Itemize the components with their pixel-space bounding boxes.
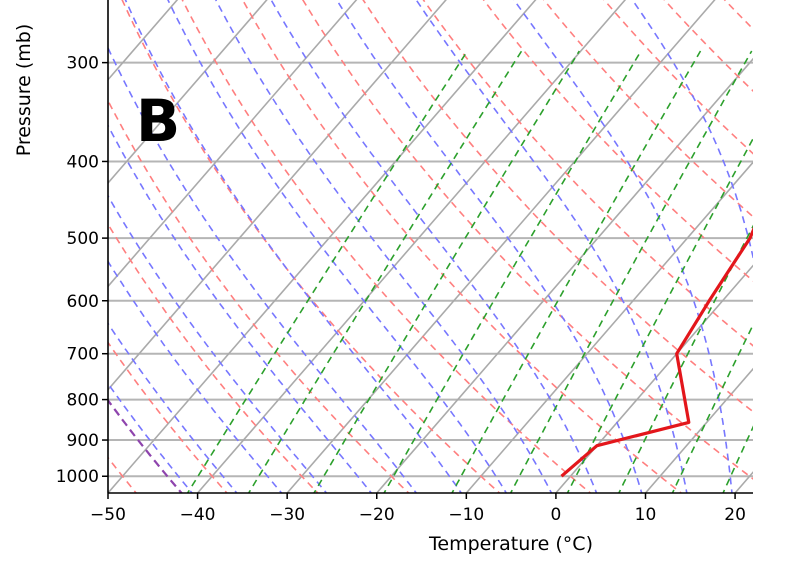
isotherm--40 [196,0,627,493]
moist-adiabat-lines [108,0,791,496]
mixing-ratio-line [768,51,791,496]
moist-adiabat [108,123,373,493]
dry-adiabat [301,0,753,480]
y-tick-label: 700 [67,345,99,365]
moist-adiabat [108,46,418,493]
moist-adiabat [124,0,463,493]
isotherm-0 [555,264,753,493]
y-tick-label: 300 [67,54,99,74]
mixing-ratio-line [383,50,642,493]
x-tick-label: 0 [551,505,562,525]
dry-adiabat [181,0,592,493]
dry-adiabat [713,0,791,496]
y-tick-label: 400 [67,152,99,172]
moist-adiabat [108,322,238,493]
moist-adiabat [631,0,753,261]
isotherm--80 [108,0,268,185]
x-tick-label: −50 [90,505,126,525]
y-tick-label: 600 [67,292,99,312]
moist-adiabat [335,0,643,493]
moist-adiabat [108,194,328,493]
y-tick-label: 1000 [56,467,99,487]
moist-adiabat [720,0,791,496]
x-tick-label: −10 [448,505,484,525]
isotherm--20 [376,57,753,493]
isotherm--70 [108,0,358,288]
dry-adiabat [121,0,501,493]
isotherm--50 [108,0,537,493]
mixing-ratio-line [247,50,523,493]
dry-adiabat [603,0,753,155]
mixing-ratio-line [671,323,753,493]
x-tick-label: −40 [180,505,216,525]
dry-adiabat [362,0,753,413]
y-axis-label: Pressure (mb) [13,24,35,157]
moist-adiabat [108,259,283,493]
isotherm--30 [286,0,716,493]
mixing-ratio-line [509,50,753,493]
dry-adiabat [769,0,791,496]
axes: −50 −40 −30 −20 −10 0 10 20 1000 900 800 700 600 500 4… [56,0,753,525]
moist-adiabat [214,0,553,493]
mixing-ratio-lines [186,50,791,496]
dry-adiabat-lines [108,0,791,496]
moist-adiabat [415,0,688,493]
mixing-ratio-line [722,425,753,493]
mixing-ratio-line [186,50,469,493]
x-tick-label: −20 [359,505,395,525]
moist-adiabat [270,0,598,493]
isotherm--60 [108,0,447,391]
panel-label: B [136,87,180,155]
y-tick-label: 900 [67,431,99,451]
x-tick-label: 10 [635,505,657,525]
plot-area [0,0,791,496]
mixing-ratio-line [313,50,580,493]
x-tick-label: −30 [269,505,305,525]
x-tick-label: 20 [724,505,746,525]
moist-adiabat [513,0,733,493]
dry-adiabat [108,222,319,493]
y-tick-label: 800 [67,391,99,411]
mixing-ratio-line [618,224,753,493]
freezing-line [0,0,75,496]
isotherm--10 [465,161,753,493]
isotherm-10 [644,367,753,493]
moist-adiabat [108,382,194,493]
temperature-profile [560,226,753,478]
dry-adiabat [108,98,410,493]
series-line-0 [560,226,753,478]
x-axis-label: Temperature (°C) [428,533,593,555]
mixing-ratio-line [566,137,753,493]
moist-adiabat [167,0,508,493]
dry-adiabat [108,341,228,493]
dry-adiabat [422,0,753,347]
dry-adiabat [482,0,753,282]
mixing-ratio-line [451,50,702,493]
y-tick-label: 500 [67,229,99,249]
